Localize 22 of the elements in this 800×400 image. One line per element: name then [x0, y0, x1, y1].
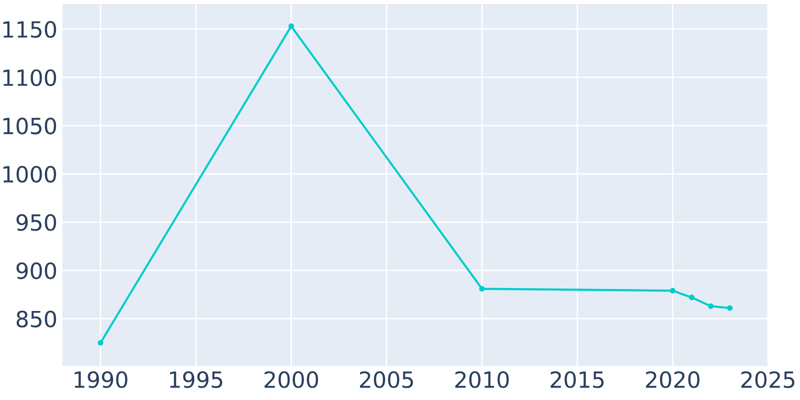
point: [670, 288, 676, 294]
y-tick-label: 1150: [3, 21, 56, 38]
point: [688, 294, 694, 300]
point: [98, 340, 104, 346]
x-tick-label: 1995: [170, 371, 222, 388]
y-tick-label: 1100: [3, 69, 56, 86]
x-tick-label: 2025: [741, 371, 794, 388]
x-tick-label: 2015: [550, 371, 604, 388]
x-tick-label: 2000: [264, 371, 318, 388]
x-tick-label: 2020: [646, 371, 700, 388]
x-tick-label: 2010: [455, 371, 509, 388]
y-tick-label: 850: [16, 310, 56, 328]
x-tick-label: 2005: [360, 371, 413, 388]
x-tick-label: 1990: [74, 371, 128, 388]
y-tick-label: 1050: [3, 118, 56, 134]
point: [479, 286, 485, 292]
point: [708, 303, 714, 309]
point: [288, 23, 294, 29]
point: [727, 305, 733, 311]
y-tick-label: 1000: [3, 166, 56, 183]
y-tick-label: 900: [16, 262, 56, 280]
y-tick-label: 950: [16, 214, 56, 231]
